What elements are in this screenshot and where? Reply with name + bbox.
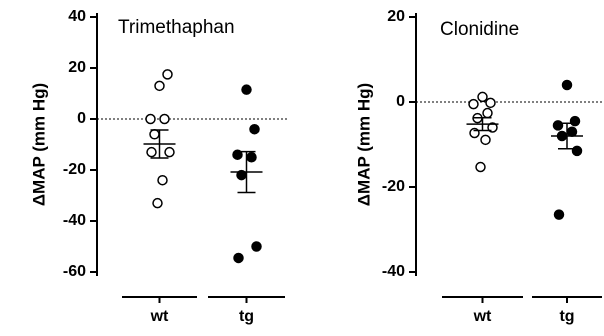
data-point [566, 126, 578, 137]
y-tick-label: 0 [77, 110, 86, 127]
data-point [164, 146, 175, 158]
annotation: Trimethaphan [118, 17, 235, 38]
data-point [149, 129, 160, 140]
data-point [485, 97, 496, 109]
y-axis-label: ΔMAP (mm Hg) [354, 83, 373, 206]
data-point [482, 107, 493, 119]
y-tick-label: 20 [387, 8, 405, 25]
x-tick-label: wt [150, 308, 169, 325]
y-tick-label: -20 [63, 161, 86, 178]
data-point [159, 113, 170, 125]
data-point [552, 120, 564, 131]
data-point [157, 174, 168, 186]
data-point [249, 123, 260, 135]
x-tick-label: wt [473, 308, 492, 325]
y-tick-label: -20 [382, 178, 405, 195]
data-point [553, 209, 565, 220]
data-point [480, 134, 491, 146]
data-point [145, 113, 156, 125]
data-point [146, 146, 157, 158]
y-tick-label: -40 [382, 263, 405, 280]
data-point [233, 252, 244, 264]
annotation: Clonidine [440, 19, 519, 40]
data-point [468, 98, 479, 110]
data-point [152, 197, 163, 209]
data-point [154, 80, 165, 92]
data-point [246, 152, 257, 163]
y-tick-label: -60 [63, 263, 86, 280]
y-axis-label: ΔMAP (mm Hg) [29, 83, 48, 206]
data-point [241, 84, 252, 95]
data-point [162, 69, 173, 80]
y-tick-label: 40 [68, 8, 86, 25]
y-tick-label: 0 [396, 93, 405, 110]
y-tick-label: 20 [68, 59, 86, 76]
data-point [477, 91, 488, 103]
data-point [571, 145, 583, 157]
data-point [569, 115, 581, 127]
data-point [232, 149, 243, 160]
x-tick-label: tg [559, 308, 574, 325]
data-point [475, 161, 486, 173]
data-point [251, 241, 262, 252]
x-tick-label: tg [239, 308, 254, 325]
y-tick-label: -40 [63, 212, 86, 229]
data-point [561, 79, 573, 91]
